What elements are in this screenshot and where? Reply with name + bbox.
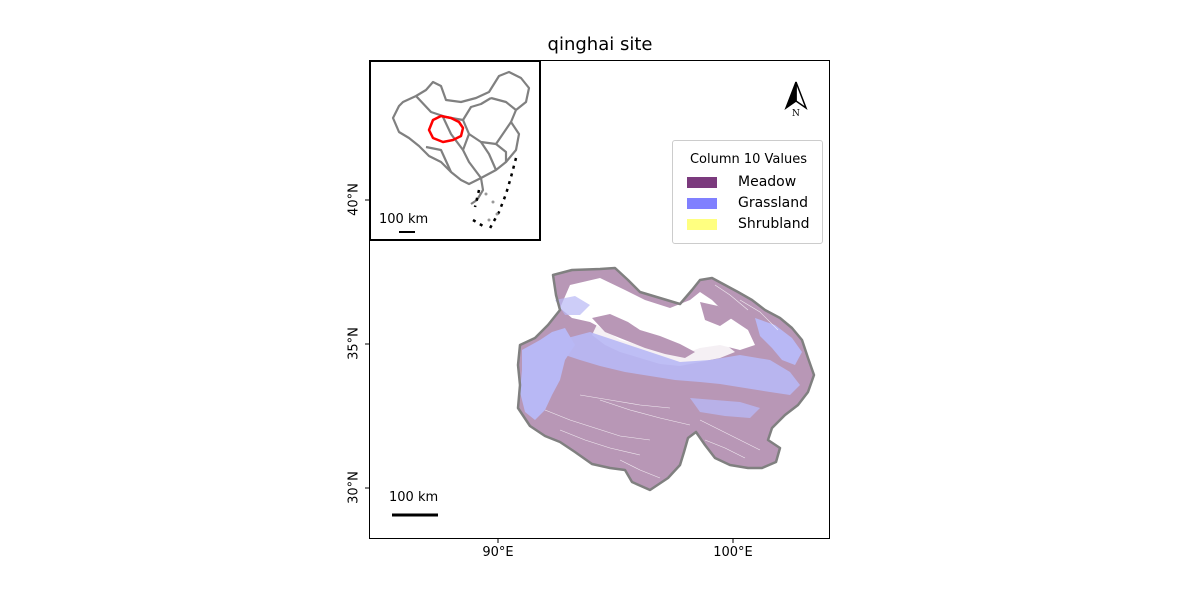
grassland-northeast (755, 318, 802, 365)
legend-label: Meadow (738, 174, 797, 190)
inset-canvas (391, 70, 531, 233)
terrain-texture (544, 284, 779, 479)
qinghai-region (516, 266, 816, 492)
inset-map: 100 km (369, 60, 541, 241)
scale-bar-main-label: 100 km (389, 490, 439, 505)
xtick-label: 100°E (713, 545, 753, 560)
ytick-label: 35°N (346, 327, 362, 360)
legend-title: Column 10 Values (689, 152, 808, 167)
province-fill (518, 268, 814, 490)
axis-ticks (365, 199, 734, 543)
meadow-north-patch (592, 314, 695, 358)
legend-swatch (687, 198, 717, 209)
grassland-south (690, 398, 760, 418)
map-title: qinghai site (547, 34, 653, 55)
legend: Column 10 Values Meadow Grassland Shrubl… (672, 140, 823, 244)
north-arrow-icon (784, 81, 808, 111)
grassland-central (560, 332, 800, 395)
xtick-label: 90°E (482, 545, 514, 560)
legend-label: Shrubland (738, 216, 810, 232)
islands (484, 192, 499, 222)
ytick-label: 40°N (346, 183, 362, 216)
scale-bar-inset-label: 100 km (379, 212, 429, 227)
ytick-label: 30°N (346, 471, 362, 504)
province-boundary (516, 266, 816, 492)
nine-dash-line (472, 157, 518, 231)
legend-swatch (687, 177, 717, 188)
legend-label: Grassland (738, 195, 808, 211)
north-unclassified (560, 278, 755, 355)
meadow-north-patch-2 (700, 302, 732, 326)
legend-swatch (687, 219, 717, 230)
grassland-west (520, 328, 575, 420)
north-arrow-letter: N (792, 109, 800, 119)
china-outline (391, 70, 531, 205)
grassland-north (555, 296, 590, 315)
qinghai-highlight (427, 114, 465, 144)
